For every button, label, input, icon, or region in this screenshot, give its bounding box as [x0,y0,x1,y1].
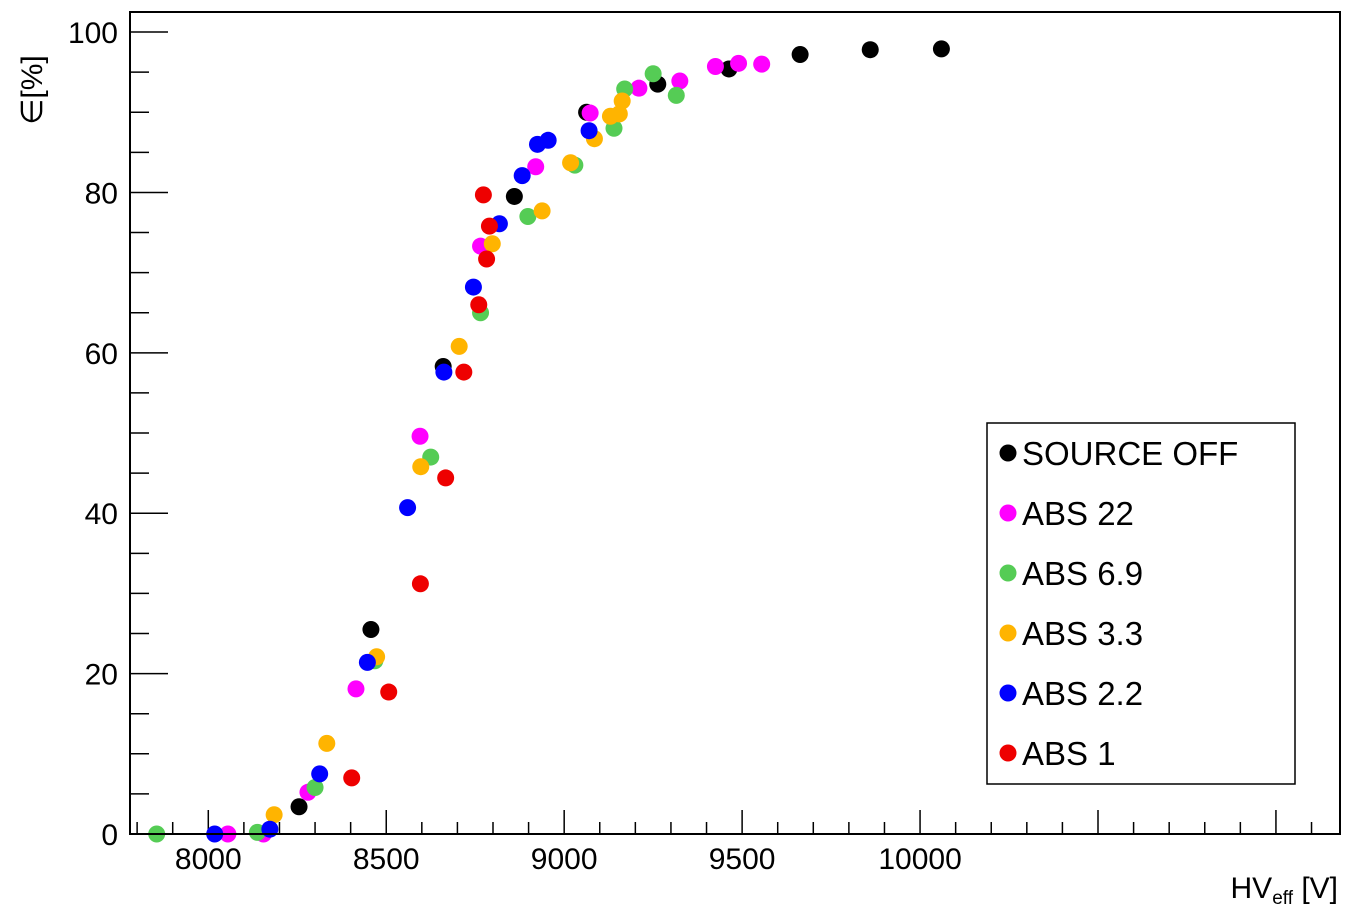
y-tick-label: 20 [85,659,118,692]
data-point [791,46,809,64]
data-point [306,778,324,796]
data-point [399,499,417,517]
series-4 [265,92,631,824]
data-point [455,363,473,381]
data-point [411,427,429,445]
data-point [519,207,537,225]
legend-label: ABS 1 [1022,735,1116,772]
x-tick-label: 10000 [878,843,961,876]
legend-marker [999,624,1017,642]
series-2 [219,54,771,843]
data-point [347,680,365,698]
data-point [539,131,557,149]
data-point [470,296,488,314]
data-point [411,575,429,593]
data-point [613,92,631,110]
series-3 [148,65,685,843]
legend-label: ABS 22 [1022,495,1134,532]
data-point [358,653,376,671]
data-point [644,65,662,83]
data-point [261,820,279,838]
data-point [343,769,361,787]
data-point [483,235,501,253]
legend-label: SOURCE OFF [1022,435,1238,472]
data-point [667,86,685,104]
data-point [362,621,380,639]
data-point [527,158,545,176]
data-point [480,217,498,235]
legend-entries: SOURCE OFF ABS 22 ABS 6.9 ABS 3.3 ABS 2.2 ABS… [999,435,1238,772]
x-axis-title-main: HV [1231,872,1273,905]
data-point [464,278,482,296]
plot-frame [129,11,1341,835]
data-points [148,40,950,843]
y-tick-label: 0 [101,819,118,852]
data-point [562,154,580,172]
data-point [861,41,879,59]
y-axis-title: ∈[%] [16,55,49,124]
x-tick-label: 9500 [709,843,776,876]
legend-marker [999,684,1017,702]
data-point [290,798,308,816]
legend-label: ABS 2.2 [1022,675,1143,712]
legend-label: ABS 3.3 [1022,615,1143,652]
y-tick-label: 80 [85,177,118,210]
series-5 [206,122,598,843]
data-point [610,105,628,123]
x-tick-label: 8500 [353,843,420,876]
data-point [450,337,468,355]
x-tick-label: 9000 [531,843,598,876]
data-point [437,469,455,487]
legend-box [986,422,1296,785]
data-point [380,683,398,701]
data-point [630,79,648,97]
x-axis-title-subscript: eff [1272,888,1294,909]
data-point [474,186,492,204]
data-point [435,363,453,381]
data-point [580,122,598,140]
x-axis-title-unit: [V] [1293,872,1338,905]
data-point [318,734,336,752]
legend: SOURCE OFF ABS 22 ABS 6.9 ABS 3.3 ABS 2.2 ABS… [986,422,1296,785]
y-tick-label: 100 [68,17,118,50]
data-point [932,40,950,58]
data-point [706,58,724,76]
legend-label: ABS 6.9 [1022,555,1143,592]
data-point [753,55,771,73]
data-point [311,765,329,783]
series-6 [343,186,498,787]
data-point [533,202,551,220]
data-point [505,187,523,205]
legend-marker [999,444,1017,462]
data-point [478,250,496,268]
data-point [265,806,283,824]
data-point [412,458,430,476]
x-axis-title: HVeff [V] [1231,872,1338,909]
y-tick-label: 40 [85,498,118,531]
tick-labels: 8000 8500 9000 9500 10000 0 20 40 60 80 100 [68,17,962,876]
data-point [671,72,689,90]
legend-marker [999,744,1017,762]
x-tick-label: 8000 [175,843,242,876]
data-point [513,167,531,185]
legend-marker [999,564,1017,582]
data-point [581,104,599,122]
legend-marker [999,504,1017,522]
axis-ticks [130,31,1313,835]
y-tick-label: 60 [85,338,118,371]
data-point [730,54,748,72]
